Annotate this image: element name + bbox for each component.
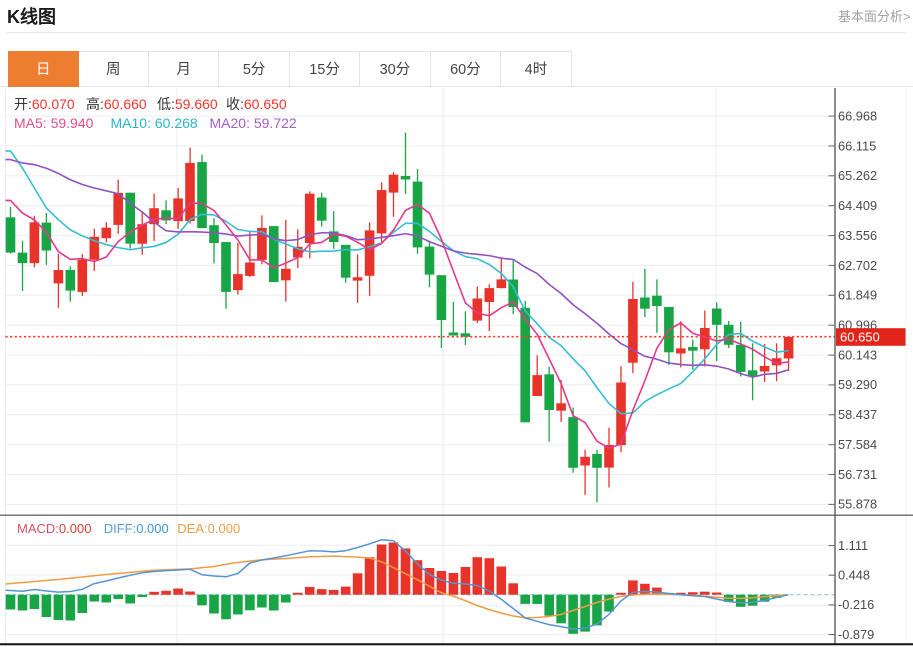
svg-text:57.584: 57.584	[838, 437, 877, 452]
svg-text:62.702: 62.702	[838, 258, 877, 273]
svg-text:-0.879: -0.879	[838, 627, 874, 642]
svg-text:63.556: 63.556	[838, 228, 877, 243]
svg-text:1.111: 1.111	[838, 538, 868, 553]
svg-text:55.878: 55.878	[838, 497, 877, 512]
svg-text:56.731: 56.731	[838, 467, 877, 482]
svg-text:60.143: 60.143	[838, 347, 877, 362]
svg-text:66.115: 66.115	[838, 138, 876, 153]
svg-text:61.849: 61.849	[838, 288, 877, 303]
svg-text:59.290: 59.290	[838, 377, 877, 392]
svg-text:64.409: 64.409	[838, 198, 877, 213]
svg-text:60.650: 60.650	[840, 330, 880, 345]
svg-text:65.262: 65.262	[838, 168, 877, 183]
svg-text:0.448: 0.448	[838, 568, 870, 583]
svg-text:-0.216: -0.216	[838, 597, 874, 612]
svg-text:58.437: 58.437	[838, 407, 877, 422]
svg-text:66.968: 66.968	[838, 108, 877, 123]
